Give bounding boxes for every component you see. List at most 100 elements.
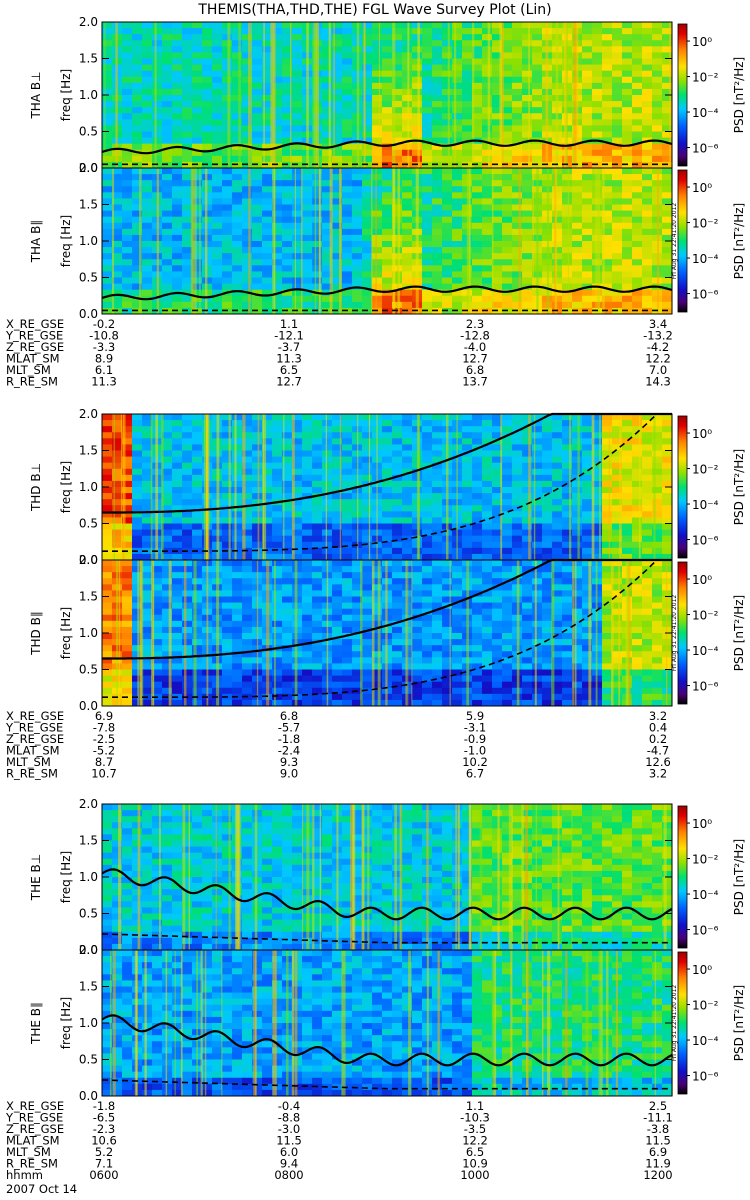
heatmap-cell — [562, 493, 573, 500]
spectral-streak — [599, 414, 601, 560]
heatmap-cell — [632, 289, 643, 297]
heatmap-cell — [492, 547, 503, 555]
heatmap-cell — [642, 295, 653, 303]
heatmap-cell — [532, 420, 543, 427]
heatmap-cell — [192, 271, 203, 278]
heatmap-cell — [662, 70, 673, 78]
heatmap-cell — [542, 450, 553, 457]
heatmap-cell — [492, 535, 503, 543]
heatmap-cell — [132, 420, 143, 427]
heatmap-cell — [572, 222, 583, 230]
heatmap-cell — [102, 639, 113, 646]
heatmap-cell — [152, 645, 163, 652]
heatmap-cell — [272, 222, 283, 230]
heatmap-cell — [492, 168, 503, 175]
heatmap-cell — [102, 462, 113, 470]
heatmap-cell — [342, 499, 353, 506]
heatmap-cell — [582, 52, 593, 59]
heatmap-cell — [232, 283, 243, 291]
heatmap-cell — [162, 553, 173, 561]
heatmap-cell — [442, 216, 453, 224]
heatmap-cell — [582, 511, 593, 518]
heatmap-cell — [242, 438, 253, 445]
heatmap-cell — [132, 107, 143, 114]
heatmap-cell — [372, 46, 383, 53]
heatmap-cell — [432, 535, 443, 543]
heatmap-cell — [532, 113, 543, 120]
heatmap-cell — [402, 529, 413, 537]
heatmap-cell — [212, 95, 223, 102]
heatmap-cell — [382, 271, 393, 278]
heatmap-cell — [242, 493, 253, 500]
heatmap-cell — [562, 553, 573, 561]
heatmap-cell — [592, 480, 603, 488]
heatmap-cell — [272, 699, 283, 707]
heatmap-cell — [132, 414, 143, 421]
heatmap-cell — [642, 462, 653, 470]
heatmap-cell — [382, 28, 393, 35]
heatmap-cell — [582, 149, 593, 157]
heatmap-cell — [462, 46, 473, 53]
heatmap-cell — [662, 414, 673, 421]
heatmap-cell — [612, 420, 623, 427]
heatmap-cell — [242, 131, 253, 138]
heatmap-cell — [632, 529, 643, 537]
heatmap-cell — [452, 22, 463, 29]
heatmap-cell — [262, 174, 273, 181]
heatmap-cell — [172, 125, 183, 132]
heatmap-cell — [512, 456, 523, 464]
spectral-streak — [328, 22, 331, 168]
heatmap-cell — [462, 553, 473, 561]
heatmap-cell — [312, 438, 323, 445]
heatmap-cell — [482, 474, 493, 482]
heatmap-cell — [182, 40, 193, 47]
heatmap-cell — [282, 675, 293, 683]
heatmap-cell — [552, 259, 563, 266]
heatmap-cell — [432, 456, 443, 464]
heatmap-cell — [522, 426, 533, 433]
heatmap-cell — [232, 82, 243, 90]
heatmap-cell — [492, 82, 503, 90]
heatmap-cell — [302, 620, 313, 628]
heatmap-cell — [612, 180, 623, 187]
heatmap-cell — [622, 119, 633, 126]
heatmap-cell — [282, 22, 293, 29]
heatmap-cell — [122, 560, 133, 567]
heatmap-cell — [232, 149, 243, 157]
y-tick-label: 2.0 — [79, 161, 98, 175]
heatmap-cell — [272, 192, 283, 199]
heatmap-cell — [402, 541, 413, 549]
heatmap-cell — [172, 113, 183, 120]
heatmap-cell — [512, 82, 523, 90]
heatmap-cell — [282, 572, 293, 579]
heatmap-cell — [652, 149, 663, 157]
heatmap-cell — [102, 669, 113, 676]
heatmap-cell — [112, 295, 123, 303]
heatmap-cell — [142, 578, 153, 585]
heatmap-cell — [232, 633, 243, 640]
heatmap-cell — [102, 560, 113, 567]
heatmap-cell — [222, 155, 233, 163]
heatmap-cell — [332, 651, 343, 658]
heatmap-cell — [592, 414, 603, 421]
heatmap-cell — [372, 283, 383, 291]
heatmap-cell — [132, 52, 143, 59]
heatmap-cell — [572, 271, 583, 278]
heatmap-cell — [112, 414, 123, 421]
heatmap-cell — [252, 456, 263, 464]
heatmap-cell — [532, 52, 543, 59]
heatmap-cell — [372, 137, 383, 145]
heatmap-cell — [532, 444, 543, 451]
heatmap-cell — [482, 216, 493, 224]
heatmap-cell — [222, 119, 233, 126]
heatmap-cell — [272, 535, 283, 543]
heatmap-cell — [342, 143, 353, 151]
heatmap-cell — [182, 468, 193, 476]
heatmap-cell — [582, 480, 593, 488]
heatmap-cell — [202, 88, 213, 96]
heatmap-cell — [172, 253, 183, 260]
heatmap-cell — [152, 572, 163, 579]
ephemeris-value: 7.0 — [649, 363, 667, 377]
heatmap-cell — [582, 40, 593, 47]
spectral-streak — [161, 414, 164, 560]
